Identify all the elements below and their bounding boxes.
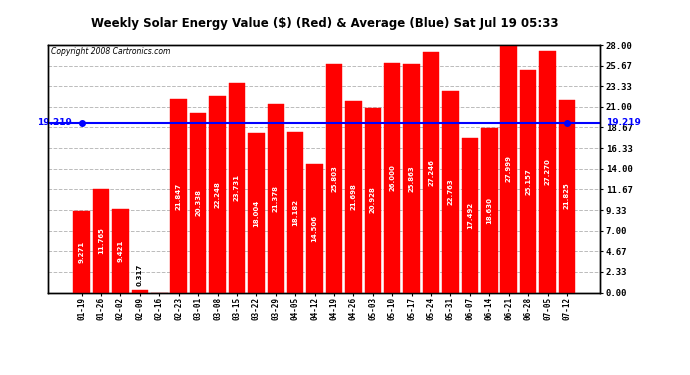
Text: 25.157: 25.157 xyxy=(525,168,531,195)
Text: 9.271: 9.271 xyxy=(79,240,85,262)
Text: 21.847: 21.847 xyxy=(176,182,181,210)
Bar xyxy=(481,128,497,292)
Bar xyxy=(520,70,536,292)
Text: 18.004: 18.004 xyxy=(253,199,259,226)
Bar xyxy=(384,63,400,292)
Text: 27.999: 27.999 xyxy=(506,155,512,182)
Text: 22.248: 22.248 xyxy=(215,181,221,208)
Text: 22.763: 22.763 xyxy=(448,178,453,205)
Text: 19.219: 19.219 xyxy=(37,118,72,127)
Bar xyxy=(92,189,109,292)
Text: 9.421: 9.421 xyxy=(117,240,124,262)
Bar xyxy=(326,64,342,292)
Bar xyxy=(170,99,187,292)
Text: 25.863: 25.863 xyxy=(408,165,415,192)
Bar xyxy=(287,132,304,292)
Text: 19.219: 19.219 xyxy=(606,118,641,127)
Text: 21.698: 21.698 xyxy=(351,183,357,210)
Bar xyxy=(228,83,245,292)
Bar xyxy=(112,209,129,292)
Text: 21.825: 21.825 xyxy=(564,183,570,209)
Text: 20.338: 20.338 xyxy=(195,189,201,216)
Text: 25.803: 25.803 xyxy=(331,165,337,192)
Text: 27.270: 27.270 xyxy=(544,159,551,185)
Bar xyxy=(268,104,284,292)
Text: 14.506: 14.506 xyxy=(312,215,317,242)
Bar xyxy=(540,51,556,292)
Text: 23.731: 23.731 xyxy=(234,174,240,201)
Bar xyxy=(423,52,440,292)
Bar xyxy=(364,108,381,292)
Text: Copyright 2008 Cartronics.com: Copyright 2008 Cartronics.com xyxy=(51,48,170,57)
Text: 18.182: 18.182 xyxy=(292,199,298,226)
Text: 18.630: 18.630 xyxy=(486,196,492,223)
Text: 27.246: 27.246 xyxy=(428,159,434,186)
Text: 21.378: 21.378 xyxy=(273,184,279,211)
Text: 20.928: 20.928 xyxy=(370,187,376,213)
Bar xyxy=(209,96,226,292)
Text: 26.000: 26.000 xyxy=(389,164,395,191)
Bar xyxy=(190,113,206,292)
Bar xyxy=(73,210,90,292)
Text: 11.765: 11.765 xyxy=(98,227,104,254)
Bar xyxy=(462,138,478,292)
Text: 17.492: 17.492 xyxy=(467,202,473,229)
Text: Weekly Solar Energy Value ($) (Red) & Average (Blue) Sat Jul 19 05:33: Weekly Solar Energy Value ($) (Red) & Av… xyxy=(90,17,558,30)
Bar xyxy=(500,45,517,292)
Bar xyxy=(306,164,323,292)
Bar xyxy=(404,64,420,292)
Bar xyxy=(442,91,459,292)
Bar xyxy=(345,101,362,292)
Bar xyxy=(132,290,148,292)
Bar xyxy=(248,134,264,292)
Bar xyxy=(559,100,575,292)
Text: 0.317: 0.317 xyxy=(137,264,143,286)
